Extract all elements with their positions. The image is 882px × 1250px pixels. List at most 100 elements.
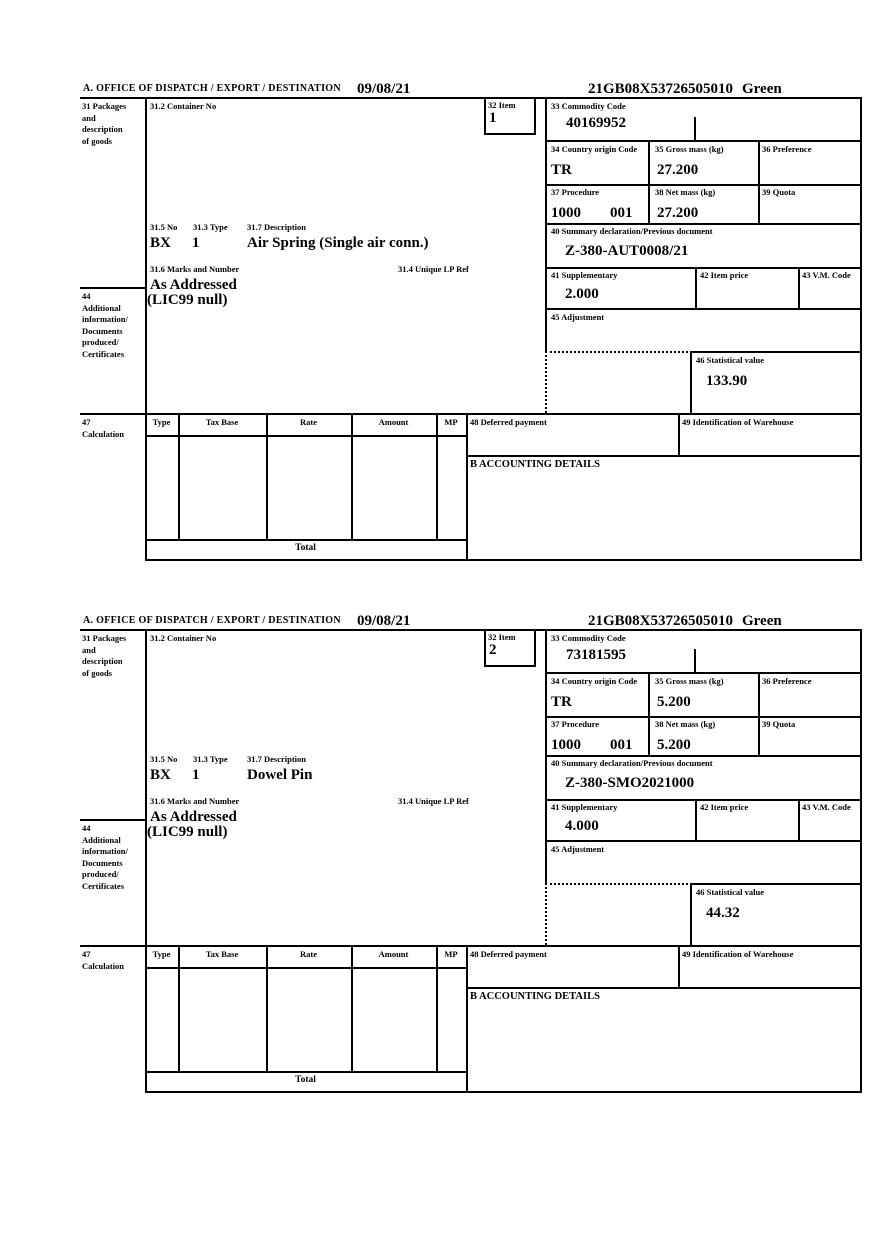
procedure-suffix-value: 001 [610, 737, 633, 753]
commodity-code-label: 33 Commodity Code [551, 101, 626, 111]
calc-header-mp: MP [444, 417, 458, 427]
commodity-code-value: 73181595 [566, 647, 626, 663]
procedure-label: 37 Procedure [551, 187, 600, 197]
calc-col-divider-3 [351, 413, 353, 539]
calc-table-bottom-border [145, 539, 468, 541]
calculation-border-line [80, 945, 862, 947]
calc-header-type: Type [152, 417, 171, 427]
calc-col-divider-1 [178, 413, 180, 539]
left-column-divider-line [80, 287, 147, 289]
item-number-box [484, 629, 536, 667]
goods-description-value: Dowel Pin [247, 767, 313, 783]
calc-header-type: Type [152, 949, 171, 959]
country-origin-label: 34 Country origin Code [551, 676, 638, 686]
additional-information-label: 44 Additional information/ Documents pro… [82, 823, 128, 891]
accounting-details-label: B ACCOUNTING DETAILS [470, 459, 600, 470]
header-border-line [80, 629, 862, 631]
adjustment-label: 45 Adjustment [551, 844, 605, 854]
additional-info-value: (LIC99 null) [147, 824, 228, 840]
item-label: 32 Item [488, 100, 516, 110]
calc-table-bottom-border [145, 1071, 468, 1073]
unique-lp-ref-label: 31.4 Unique LP Ref [398, 264, 469, 274]
preference-label: 36 Preference [762, 144, 812, 154]
mrn-value: 21GB08X53726505010 [588, 613, 734, 629]
calc-col-divider-4 [436, 413, 438, 539]
package-no-label: 31.5 No [150, 222, 178, 232]
procedure-label: 37 Procedure [551, 719, 600, 729]
net-mass-value: 27.200 [657, 205, 699, 221]
commodity-code-divider-tick [694, 649, 696, 674]
box46-left-border [690, 351, 692, 413]
calc-header-amount: Amount [378, 417, 409, 427]
procedure-value: 1000 [551, 205, 581, 221]
packages-description-label: 31 Packages and description of goods [82, 633, 127, 678]
calculation-border-line [80, 413, 862, 415]
adjustment-label: 45 Adjustment [551, 312, 605, 322]
dispatch-date-value: 09/08/21 [357, 613, 411, 629]
bottom-border-line [145, 1091, 862, 1093]
package-type-label: 31.3 Type [193, 754, 228, 764]
country-origin-value: TR [551, 694, 572, 710]
box48-49-divider [678, 945, 680, 989]
deferred-payment-label: 48 Deferred payment [470, 417, 547, 427]
box46-top-border [690, 883, 862, 885]
box34-35-divider [648, 672, 650, 757]
quota-label: 39 Quota [762, 719, 796, 729]
previous-document-label: 40 Summary declaration/Previous document [551, 226, 713, 236]
left-column-divider-line [80, 819, 147, 821]
box42-43-divider [798, 267, 800, 310]
dispatch-date-value: 09/08/21 [357, 81, 411, 97]
procedure-value: 1000 [551, 737, 581, 753]
marks-number-label: 31.6 Marks and Number [150, 796, 240, 806]
box41-bottom-border [545, 308, 860, 310]
package-no-label: 31.5 No [150, 754, 178, 764]
procedure-suffix-value: 001 [610, 205, 633, 221]
package-no-value: BX [150, 767, 171, 783]
office-of-dispatch-label: A. OFFICE OF DISPATCH / EXPORT / DESTINA… [83, 615, 341, 626]
marks-number-value: As Addressed [150, 277, 237, 293]
calc-col-divider-2 [266, 945, 268, 1071]
net-mass-label: 38 Net mass (kg) [655, 187, 716, 197]
package-no-value: BX [150, 235, 171, 251]
box41-42-divider [695, 799, 697, 842]
deferred-payment-label: 48 Deferred payment [470, 949, 547, 959]
supplementary-value: 4.000 [565, 818, 599, 834]
calc-header-rate: Rate [300, 417, 317, 427]
calc-header-underline [145, 967, 468, 969]
dotted-top-border [545, 883, 692, 885]
mrn-value: 21GB08X53726505010 [588, 81, 734, 97]
goods-description-value: Air Spring (Single air conn.) [247, 235, 429, 251]
calc-col-divider-1 [178, 945, 180, 1071]
box41-bottom-border [545, 840, 860, 842]
description-label: 31.7 Description [247, 754, 307, 764]
statistical-value: 133.90 [706, 373, 748, 389]
item-number-value: 1 [489, 110, 497, 126]
container-no-label: 31.2 Container No [150, 633, 217, 643]
previous-document-value: Z-380-SMO2021000 [565, 775, 695, 791]
unique-lp-ref-label: 31.4 Unique LP Ref [398, 796, 469, 806]
office-of-dispatch-label: A. OFFICE OF DISPATCH / EXPORT / DESTINA… [83, 83, 341, 94]
package-type-value: 1 [192, 235, 200, 251]
calculation-label: 47 Calculation [82, 417, 125, 439]
country-origin-value: TR [551, 162, 572, 178]
calc-table-right-border [466, 413, 468, 561]
box46-top-border [690, 351, 862, 353]
right-vertical-border [860, 629, 862, 1093]
warehouse-id-label: 49 Identification of Warehouse [682, 949, 794, 959]
bottom-border-line [145, 559, 862, 561]
right-vertical-border [860, 97, 862, 561]
box33-bottom-border [545, 140, 860, 142]
calculation-label: 47 Calculation [82, 949, 125, 971]
commodity-code-label: 33 Commodity Code [551, 633, 626, 643]
statistical-value-label: 46 Statistical value [696, 887, 764, 897]
item-number-box [484, 97, 536, 135]
commodity-code-divider-tick [694, 117, 696, 142]
supplementary-value: 2.000 [565, 286, 599, 302]
additional-information-label: 44 Additional information/ Documents pro… [82, 291, 128, 359]
box35-36-divider [758, 672, 760, 757]
commodity-code-value: 40169952 [566, 115, 626, 131]
calc-header-rate: Rate [300, 949, 317, 959]
quota-label: 39 Quota [762, 187, 796, 197]
gross-mass-value: 5.200 [657, 694, 691, 710]
box42-43-divider [798, 799, 800, 842]
